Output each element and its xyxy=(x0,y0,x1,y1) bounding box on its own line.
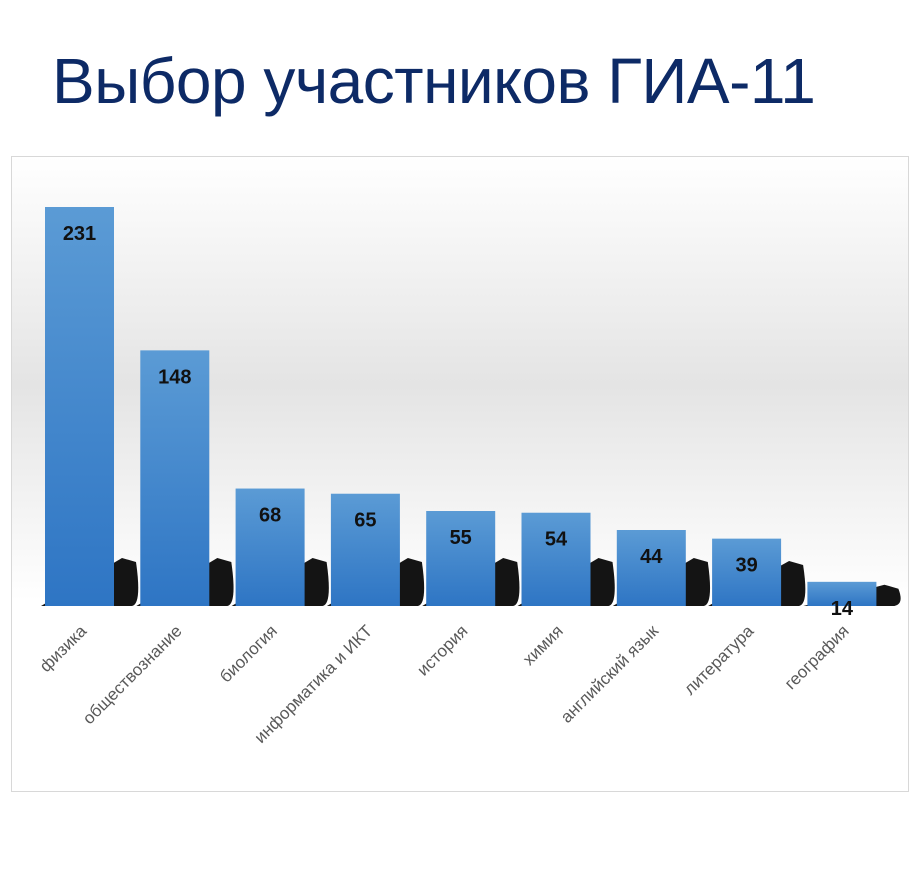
data-label: 148 xyxy=(158,366,191,388)
bar-6 xyxy=(521,512,591,606)
data-label: 65 xyxy=(354,510,376,532)
x-tick-label: биология xyxy=(216,621,281,686)
x-tick-label: физика xyxy=(36,621,91,676)
data-label: 14 xyxy=(831,598,854,620)
x-tick-label: история xyxy=(413,621,471,679)
chart-title: Выбор участников ГИА-11 xyxy=(52,45,816,117)
bar-7 xyxy=(616,530,686,606)
x-tick-label: английский язык xyxy=(557,621,663,727)
data-label: 231 xyxy=(63,223,96,245)
bar-4 xyxy=(330,493,400,606)
data-label: 54 xyxy=(545,529,568,551)
bar-9 xyxy=(807,581,877,606)
x-tick-label: обществознание xyxy=(79,621,186,728)
data-label: 68 xyxy=(259,505,281,527)
x-tick-label: география xyxy=(781,621,853,693)
bar-3 xyxy=(235,488,305,606)
bar-1 xyxy=(45,207,114,606)
data-label: 39 xyxy=(735,555,757,577)
data-label: 55 xyxy=(450,527,472,549)
x-tick-label: химия xyxy=(519,621,567,669)
x-tick-label: литература xyxy=(680,621,758,699)
bar-2 xyxy=(140,350,210,606)
data-label: 44 xyxy=(640,546,663,568)
bar-5 xyxy=(426,511,496,606)
bar-8 xyxy=(712,538,782,606)
